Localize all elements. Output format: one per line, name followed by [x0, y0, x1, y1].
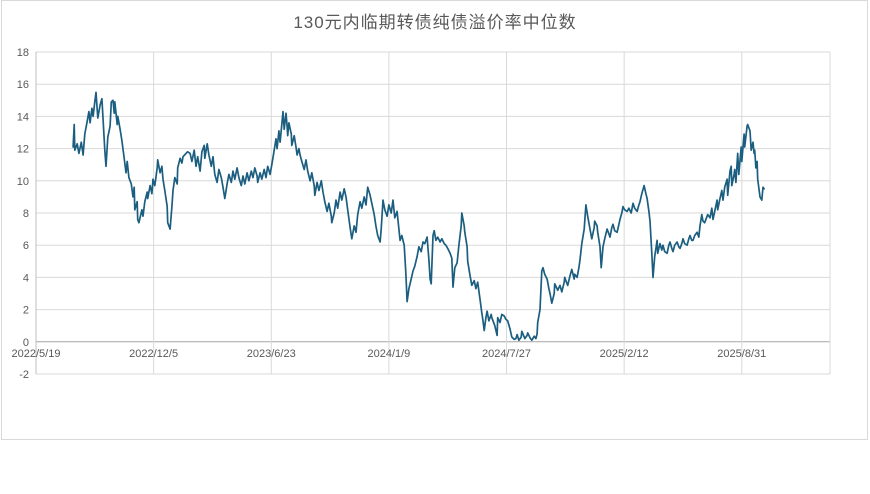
y-axis-tick-label: 8 [23, 208, 29, 220]
x-axis-tick-label: 2024/1/9 [367, 348, 410, 360]
chart-title: 130元内临期转债纯债溢价率中位数 [293, 13, 577, 32]
y-axis-tick-label: 16 [17, 79, 29, 91]
y-axis-tick-label: 6 [23, 240, 29, 252]
x-axis-tick-label: 2022/12/5 [129, 348, 178, 360]
chart-area [1, 0, 868, 440]
x-axis-tick-label: 2025/8/31 [717, 348, 766, 360]
x-axis-tick-label: 2023/6/23 [247, 348, 296, 360]
x-axis-tick-label: 2025/2/12 [600, 348, 649, 360]
y-axis-tick-label: 18 [17, 47, 29, 59]
x-axis-tick-label: 2024/7/27 [482, 348, 531, 360]
y-axis-tick-label: 12 [17, 144, 29, 156]
series-line [72, 91, 765, 342]
x-axis-tick-label: 2022/5/19 [12, 348, 61, 360]
y-axis-tick-label: 10 [17, 176, 29, 188]
y-axis-tick-label: 0 [23, 337, 29, 349]
y-axis-tick-label: -2 [19, 369, 29, 381]
y-axis-tick-label: 2 [23, 305, 29, 317]
y-axis-tick-label: 4 [23, 272, 29, 284]
y-axis-tick-label: 14 [17, 111, 29, 123]
